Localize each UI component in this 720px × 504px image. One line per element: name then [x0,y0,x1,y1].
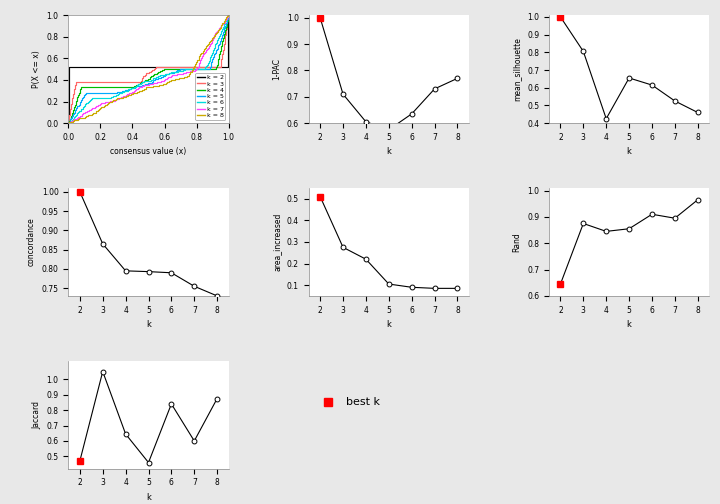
Text: best k: best k [346,397,379,407]
Y-axis label: concordance: concordance [27,218,36,266]
X-axis label: k: k [146,493,151,502]
Y-axis label: area_increased: area_increased [272,213,282,271]
Legend: k = 2, k = 3, k = 4, k = 5, k = 6, k = 7, k = 8: k = 2, k = 3, k = 4, k = 5, k = 6, k = 7… [195,73,225,120]
X-axis label: k: k [387,147,391,156]
X-axis label: k: k [387,320,391,329]
X-axis label: k: k [146,320,151,329]
Y-axis label: 1-PAC: 1-PAC [272,58,282,80]
X-axis label: consensus value (x): consensus value (x) [110,147,186,156]
Y-axis label: mean_silhouette: mean_silhouette [513,37,521,101]
Y-axis label: P(X <= x): P(X <= x) [32,50,41,88]
Y-axis label: Rand: Rand [513,232,521,252]
X-axis label: k: k [626,147,631,156]
X-axis label: k: k [626,320,631,329]
Y-axis label: Jaccard: Jaccard [32,401,41,429]
